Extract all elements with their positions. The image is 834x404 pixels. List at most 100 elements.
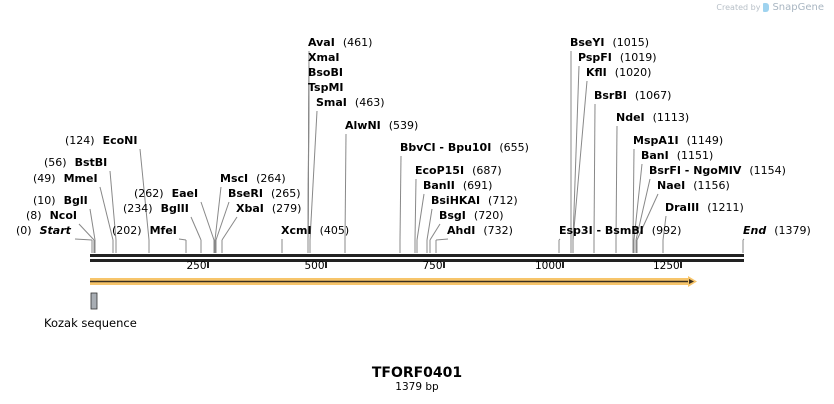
site-enzyme-name: Start: [39, 224, 71, 237]
restriction-site-label[interactable]: DraIII (1211): [665, 201, 744, 214]
restriction-site-label[interactable]: NaeI (1156): [657, 179, 730, 192]
site-enzyme-name: BanI: [641, 149, 669, 162]
site-connector-line: [99, 186, 114, 241]
site-position: (234): [123, 202, 153, 215]
site-position: (1156): [693, 179, 730, 192]
site-enzyme-name: SmaI: [316, 96, 347, 109]
restriction-site-label[interactable]: BsrFI - NgoMIV (1154): [649, 164, 786, 177]
site-position: (264): [256, 172, 286, 185]
kozak-feature-label[interactable]: Kozak sequence: [44, 316, 137, 330]
restriction-site-label[interactable]: BseYI (1015): [570, 36, 649, 49]
site-enzyme-name: BseYI: [570, 36, 605, 49]
site-position: (1113): [652, 111, 690, 124]
restriction-site-label[interactable]: BbvCI - Bpu10I (655): [400, 141, 529, 154]
restriction-site-label[interactable]: EcoP15I (687): [415, 164, 502, 177]
axis-tick: [207, 262, 209, 268]
site-enzyme-name: BstBI: [74, 156, 108, 169]
site-position: (0): [16, 224, 32, 237]
site-connector-line: [435, 238, 449, 241]
site-enzyme-name: KflI: [586, 66, 607, 79]
restriction-site-label[interactable]: BsoBI: [308, 66, 343, 79]
axis-tick-label: 1000: [535, 260, 562, 272]
site-position: (1015): [612, 36, 650, 49]
site-position: (691): [462, 179, 493, 192]
site-connector-line: [615, 125, 618, 241]
site-position: (202): [112, 224, 142, 237]
axis-tick: [562, 262, 564, 268]
restriction-site-label[interactable]: PspFI (1019): [578, 51, 656, 64]
site-connector-line: [74, 238, 93, 241]
restriction-site-label[interactable]: XcmI (405): [281, 224, 349, 237]
restriction-site-label[interactable]: MscI (264): [220, 172, 286, 185]
site-connector-line: [214, 186, 222, 241]
axis-tick: [325, 262, 327, 268]
site-position: (655): [499, 141, 529, 154]
site-position: (1151): [676, 149, 714, 162]
restriction-site-label[interactable]: BseRI (265): [228, 187, 301, 200]
site-enzyme-name: AlwNI: [345, 119, 381, 132]
restriction-site-label[interactable]: KflI (1020): [586, 66, 651, 79]
site-enzyme-name: BsgI: [439, 209, 466, 222]
site-position: (1154): [749, 164, 786, 177]
restriction-site-label[interactable]: Esp3I - BsmBI (992): [559, 224, 681, 237]
restriction-site-label[interactable]: BsgI (720): [439, 209, 504, 222]
restriction-site-label[interactable]: BsrBI (1067): [594, 89, 671, 102]
site-enzyme-name: NaeI: [657, 179, 686, 192]
restriction-site-label[interactable]: (262) EaeI: [134, 187, 198, 200]
site-enzyme-name: NcoI: [49, 209, 77, 222]
restriction-site-label[interactable]: XbaI (279): [236, 202, 301, 215]
restriction-site-label[interactable]: XmaI: [308, 51, 339, 64]
site-position: (687): [472, 164, 502, 177]
site-position: (262): [134, 187, 164, 200]
restriction-site-label[interactable]: BsiHKAI (712): [431, 194, 518, 207]
site-position: (992): [651, 224, 682, 237]
site-enzyme-name: PspFI: [578, 51, 612, 64]
restriction-site-label[interactable]: (8) NcoI: [26, 209, 77, 222]
site-connector-line: [109, 170, 117, 241]
site-connector-line: [414, 178, 417, 241]
site-position: (720): [473, 209, 504, 222]
restriction-site-label[interactable]: End (1379): [743, 224, 811, 237]
restriction-site-label[interactable]: BanII (691): [423, 179, 492, 192]
restriction-site-label[interactable]: (56) BstBI: [44, 156, 107, 169]
restriction-site-label[interactable]: (10) BglI: [33, 194, 88, 207]
site-enzyme-name: TspMI: [308, 81, 344, 94]
site-connector-line: [178, 238, 187, 241]
restriction-site-label[interactable]: (234) BglII: [123, 202, 189, 215]
axis-tick-label: 1250: [653, 260, 680, 272]
restriction-site-label[interactable]: TspMI: [308, 81, 344, 94]
site-connector-line: [221, 216, 238, 241]
site-connector-line: [593, 103, 596, 241]
restriction-site-label[interactable]: (124) EcoNI: [65, 134, 137, 147]
site-connector-line: [633, 163, 643, 241]
site-position: (732): [483, 224, 513, 237]
restriction-site-label[interactable]: NdeI (1113): [616, 111, 689, 124]
kozak-feature-box[interactable]: [90, 292, 98, 310]
restriction-site-label[interactable]: BanI (1151): [641, 149, 713, 162]
site-connector-line: [558, 238, 561, 241]
restriction-site-label[interactable]: SmaI (463): [316, 96, 385, 109]
restriction-site-label[interactable]: AlwNI (539): [345, 119, 418, 132]
site-position: (463): [354, 96, 385, 109]
restriction-site-label[interactable]: MspA1I (1149): [633, 134, 723, 147]
credit-brand: SnapGene: [772, 2, 824, 13]
site-enzyme-name: AhdI: [447, 224, 476, 237]
site-position: (539): [388, 119, 419, 132]
site-enzyme-name: Esp3I - BsmBI: [559, 224, 644, 237]
restriction-site-label[interactable]: (202) MfeI: [112, 224, 177, 237]
site-enzyme-name: XcmI: [281, 224, 312, 237]
restriction-site-label[interactable]: AhdI (732): [447, 224, 513, 237]
orf-arrowhead-inner: [689, 279, 694, 284]
restriction-site-label[interactable]: AvaI (461): [308, 36, 372, 49]
restriction-site-label[interactable]: (0) Start: [16, 224, 71, 237]
plasmid-length: 1379 bp: [395, 381, 439, 393]
site-connector-line: [200, 201, 215, 241]
site-connector-line: [662, 215, 667, 241]
restriction-site-label[interactable]: (49) MmeI: [33, 172, 98, 185]
site-connector-line: [429, 223, 441, 241]
site-enzyme-name: MmeI: [63, 172, 98, 185]
site-position: (49): [33, 172, 56, 185]
site-enzyme-name: BsiHKAI: [431, 194, 481, 207]
